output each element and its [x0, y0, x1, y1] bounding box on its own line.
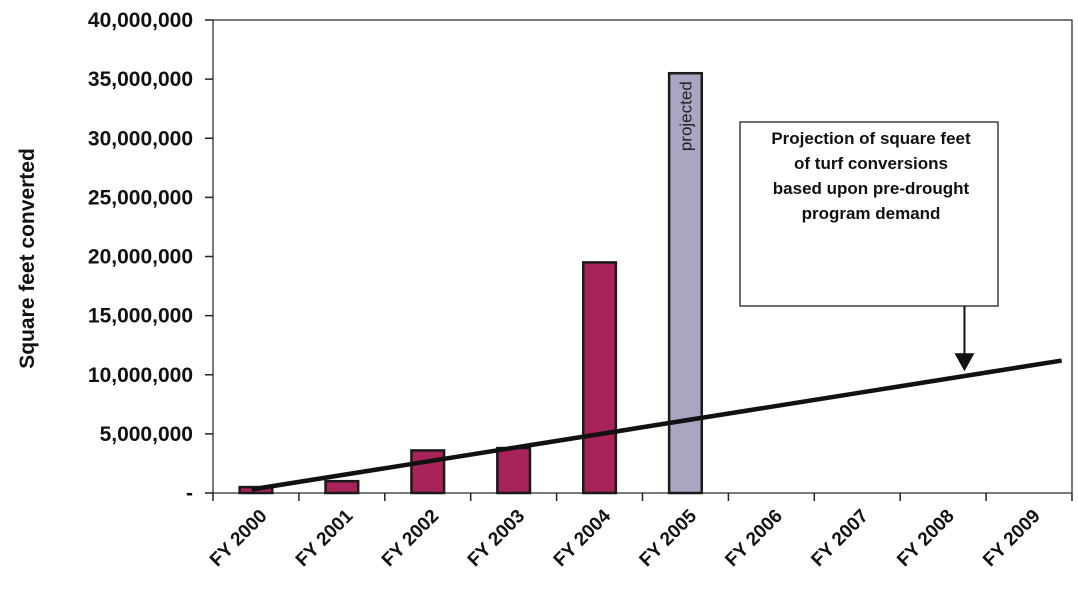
x-tick-label: FY 2001: [292, 505, 358, 571]
y-tick-label: 20,000,000: [88, 246, 193, 269]
annotation-text: based upon pre-drought: [773, 179, 970, 198]
x-tick-label: FY 2000: [206, 506, 271, 571]
x-tick-label: FY 2004: [550, 505, 616, 571]
plot-area: - 5,000,000 10,000,000 15,000,000 20,000,000…: [16, 9, 1073, 571]
x-tick-label: FY 2005: [636, 505, 702, 571]
annotation-text: Projection of square feet: [771, 129, 971, 148]
bar: [496, 446, 532, 495]
x-tick-label: FY 2003: [464, 506, 529, 571]
y-tick-label: 15,000,000: [88, 305, 193, 328]
y-tick-label: 25,000,000: [88, 186, 193, 209]
y-tick-label: -: [186, 482, 193, 505]
annotation-text: of turf conversions: [794, 154, 948, 173]
bar: [410, 449, 446, 495]
y-tick-label: 35,000,000: [88, 68, 193, 91]
projected-label: projected: [676, 81, 695, 151]
annotation-arrowhead: [954, 353, 975, 372]
annotation-text: program demand: [802, 204, 941, 223]
bar: [581, 261, 618, 495]
x-tick-label: FY 2006: [721, 506, 786, 571]
y-tick-label: 30,000,000: [88, 127, 193, 150]
x-tick-label: FY 2007: [807, 506, 872, 571]
x-tick-label: FY 2002: [378, 506, 443, 571]
y-tick-label: 5,000,000: [100, 423, 193, 446]
annotation-box: [739, 121, 999, 307]
y-axis-title: Square feet converted: [16, 148, 39, 369]
x-tick-label: FY 2009: [979, 506, 1044, 571]
x-tick-label: FY 2008: [893, 506, 958, 571]
y-tick-label: 40,000,000: [88, 9, 193, 32]
bar: [324, 479, 360, 495]
y-tick-label: 10,000,000: [88, 364, 193, 387]
trend-line: [251, 358, 1063, 492]
